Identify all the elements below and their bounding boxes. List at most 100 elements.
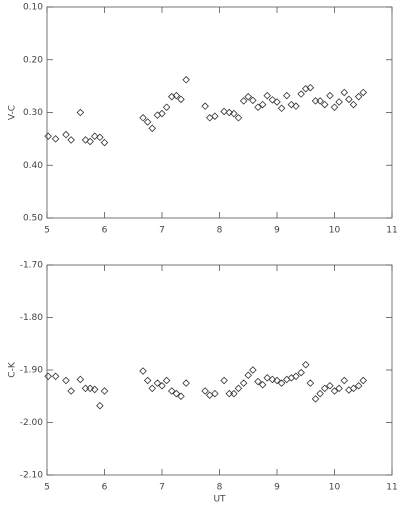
point bbox=[301, 84, 310, 93]
x-tick-label: 7 bbox=[159, 483, 165, 493]
point bbox=[249, 366, 257, 374]
point bbox=[44, 132, 52, 141]
point bbox=[100, 387, 109, 395]
point bbox=[182, 379, 190, 387]
point bbox=[201, 102, 209, 110]
point bbox=[297, 90, 305, 98]
point bbox=[51, 135, 60, 143]
point bbox=[268, 96, 277, 104]
point bbox=[283, 91, 291, 100]
point bbox=[177, 95, 185, 104]
point bbox=[335, 98, 343, 106]
point bbox=[148, 124, 156, 133]
y-tick-label: 0.40 bbox=[23, 161, 43, 171]
point bbox=[335, 384, 343, 393]
point bbox=[211, 389, 219, 398]
point bbox=[143, 376, 152, 385]
point bbox=[239, 379, 248, 387]
point bbox=[67, 136, 75, 144]
point bbox=[263, 91, 271, 100]
point bbox=[345, 95, 353, 104]
point bbox=[100, 138, 109, 147]
point bbox=[220, 107, 228, 116]
x-tick-label: 10 bbox=[329, 483, 341, 493]
point bbox=[349, 100, 358, 109]
point bbox=[86, 137, 94, 146]
point bbox=[258, 100, 267, 109]
point bbox=[143, 118, 152, 126]
point bbox=[311, 97, 320, 105]
point bbox=[90, 385, 99, 394]
point bbox=[76, 375, 85, 384]
point bbox=[44, 372, 52, 381]
point bbox=[139, 367, 147, 375]
plot-frame bbox=[46, 6, 393, 219]
point bbox=[254, 103, 262, 111]
point bbox=[153, 379, 162, 387]
point bbox=[81, 136, 90, 144]
point bbox=[172, 91, 181, 100]
point bbox=[316, 97, 324, 105]
point bbox=[354, 381, 363, 390]
point bbox=[168, 387, 176, 395]
point bbox=[172, 389, 181, 398]
point bbox=[230, 109, 238, 118]
x-tick-label: 5 bbox=[44, 483, 50, 493]
x-tick-label: 6 bbox=[102, 226, 108, 236]
point bbox=[148, 384, 156, 393]
point bbox=[330, 103, 339, 111]
point bbox=[211, 112, 219, 120]
x-tick-label: 8 bbox=[217, 226, 223, 236]
point bbox=[76, 108, 85, 117]
point bbox=[297, 368, 305, 377]
y-tick-label: -1.90 bbox=[20, 366, 44, 376]
point bbox=[349, 384, 358, 393]
point bbox=[234, 114, 243, 122]
point bbox=[162, 103, 171, 111]
y-axis-label: V-C bbox=[8, 105, 18, 120]
x-tick-label: 6 bbox=[102, 483, 108, 493]
y-tick-label: 0.50 bbox=[23, 214, 43, 224]
point bbox=[326, 381, 334, 390]
point bbox=[81, 384, 90, 393]
y-tick-label: -2.00 bbox=[20, 418, 44, 428]
point bbox=[96, 401, 104, 410]
point bbox=[273, 98, 281, 106]
x-tick-label: 9 bbox=[274, 483, 280, 493]
point bbox=[306, 83, 315, 92]
point bbox=[254, 377, 262, 386]
point bbox=[320, 100, 329, 109]
point bbox=[168, 92, 176, 101]
point bbox=[62, 130, 70, 139]
point bbox=[316, 389, 324, 398]
x-tick-label: 9 bbox=[274, 226, 280, 236]
point bbox=[177, 392, 185, 401]
point bbox=[263, 374, 271, 382]
point bbox=[311, 395, 320, 403]
point bbox=[158, 381, 166, 390]
point bbox=[239, 97, 248, 105]
point bbox=[162, 376, 171, 385]
plot-frame bbox=[46, 264, 393, 476]
point bbox=[301, 360, 310, 369]
point bbox=[320, 384, 329, 393]
point bbox=[62, 376, 70, 385]
y-tick-label: 0.10 bbox=[23, 3, 43, 13]
x-tick-label: 7 bbox=[159, 226, 165, 236]
point bbox=[158, 109, 166, 118]
point bbox=[326, 91, 334, 100]
point bbox=[182, 76, 190, 84]
point bbox=[225, 108, 234, 117]
point bbox=[244, 92, 253, 101]
point bbox=[354, 92, 363, 101]
point bbox=[249, 96, 257, 105]
x-axis-label: UT bbox=[213, 495, 226, 505]
x-tick-label: 11 bbox=[386, 483, 397, 493]
point bbox=[244, 371, 253, 380]
point bbox=[359, 376, 368, 385]
point bbox=[268, 375, 277, 384]
point bbox=[225, 389, 234, 398]
y-tick-label: -2.10 bbox=[20, 471, 44, 481]
x-tick-label: 11 bbox=[386, 226, 397, 236]
x-tick-label: 10 bbox=[329, 226, 341, 236]
